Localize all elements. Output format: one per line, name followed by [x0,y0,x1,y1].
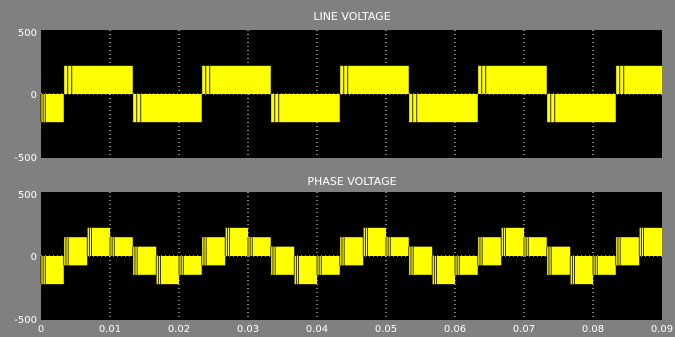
line-voltage-segment-8 [546,94,616,123]
line-voltage-segment-2 [132,94,202,123]
phase-voltage-x-tick-label-5: 0.05 [375,324,397,335]
phase-voltage-x-ticks: 0 0.01 0.02 0.03 0.04 0.05 0.06 0.07 0.08 0.09 [38,324,673,335]
phase-voltage-waveform [40,227,662,285]
line-voltage-y-tick-label-2: -500 [14,153,37,164]
phase-voltage-x-tick-label-3: 0.03 [237,324,259,335]
phase-voltage-x-tick-label-2: 0.02 [168,324,190,335]
line-voltage-y-tick-label-1: 0 [31,90,37,101]
line-voltage-segment-7 [477,65,547,94]
line-voltage-panel: LINE VOLTAGE 500 0 -500 [14,10,662,164]
line-voltage-segment-5 [339,65,409,94]
phase-voltage-x-tick-label-9: 0.09 [651,324,673,335]
line-voltage-y-ticks: 500 0 -500 [14,28,37,164]
phase-voltage-x-tick-label-0: 0 [38,324,44,335]
phase-voltage-x-tick-label-6: 0.06 [444,324,466,335]
phase-voltage-y-tick-label-1: 0 [31,252,37,263]
line-voltage-segment-1 [63,65,133,94]
phase-voltage-y-ticks: 500 0 -500 [14,190,37,326]
phase-voltage-y-tick-label-0: 500 [18,190,37,201]
phase-voltage-x-tick-label-1: 0.01 [99,324,121,335]
phase-voltage-title: PHASE VOLTAGE [307,175,396,188]
line-voltage-waveform [40,65,662,123]
phase-voltage-x-tick-label-4: 0.04 [306,324,328,335]
line-voltage-title: LINE VOLTAGE [313,10,390,23]
line-voltage-y-tick-label-0: 500 [18,28,37,39]
phase-voltage-x-tick-label-7: 0.07 [513,324,535,335]
line-voltage-segment-4 [270,94,340,123]
line-voltage-segment-6 [408,94,478,123]
line-voltage-segment-9 [615,65,662,94]
line-voltage-segment-3 [201,65,271,94]
phase-voltage-x-tick-label-8: 0.08 [582,324,604,335]
phase-voltage-y-tick-label-2: -500 [14,315,37,326]
